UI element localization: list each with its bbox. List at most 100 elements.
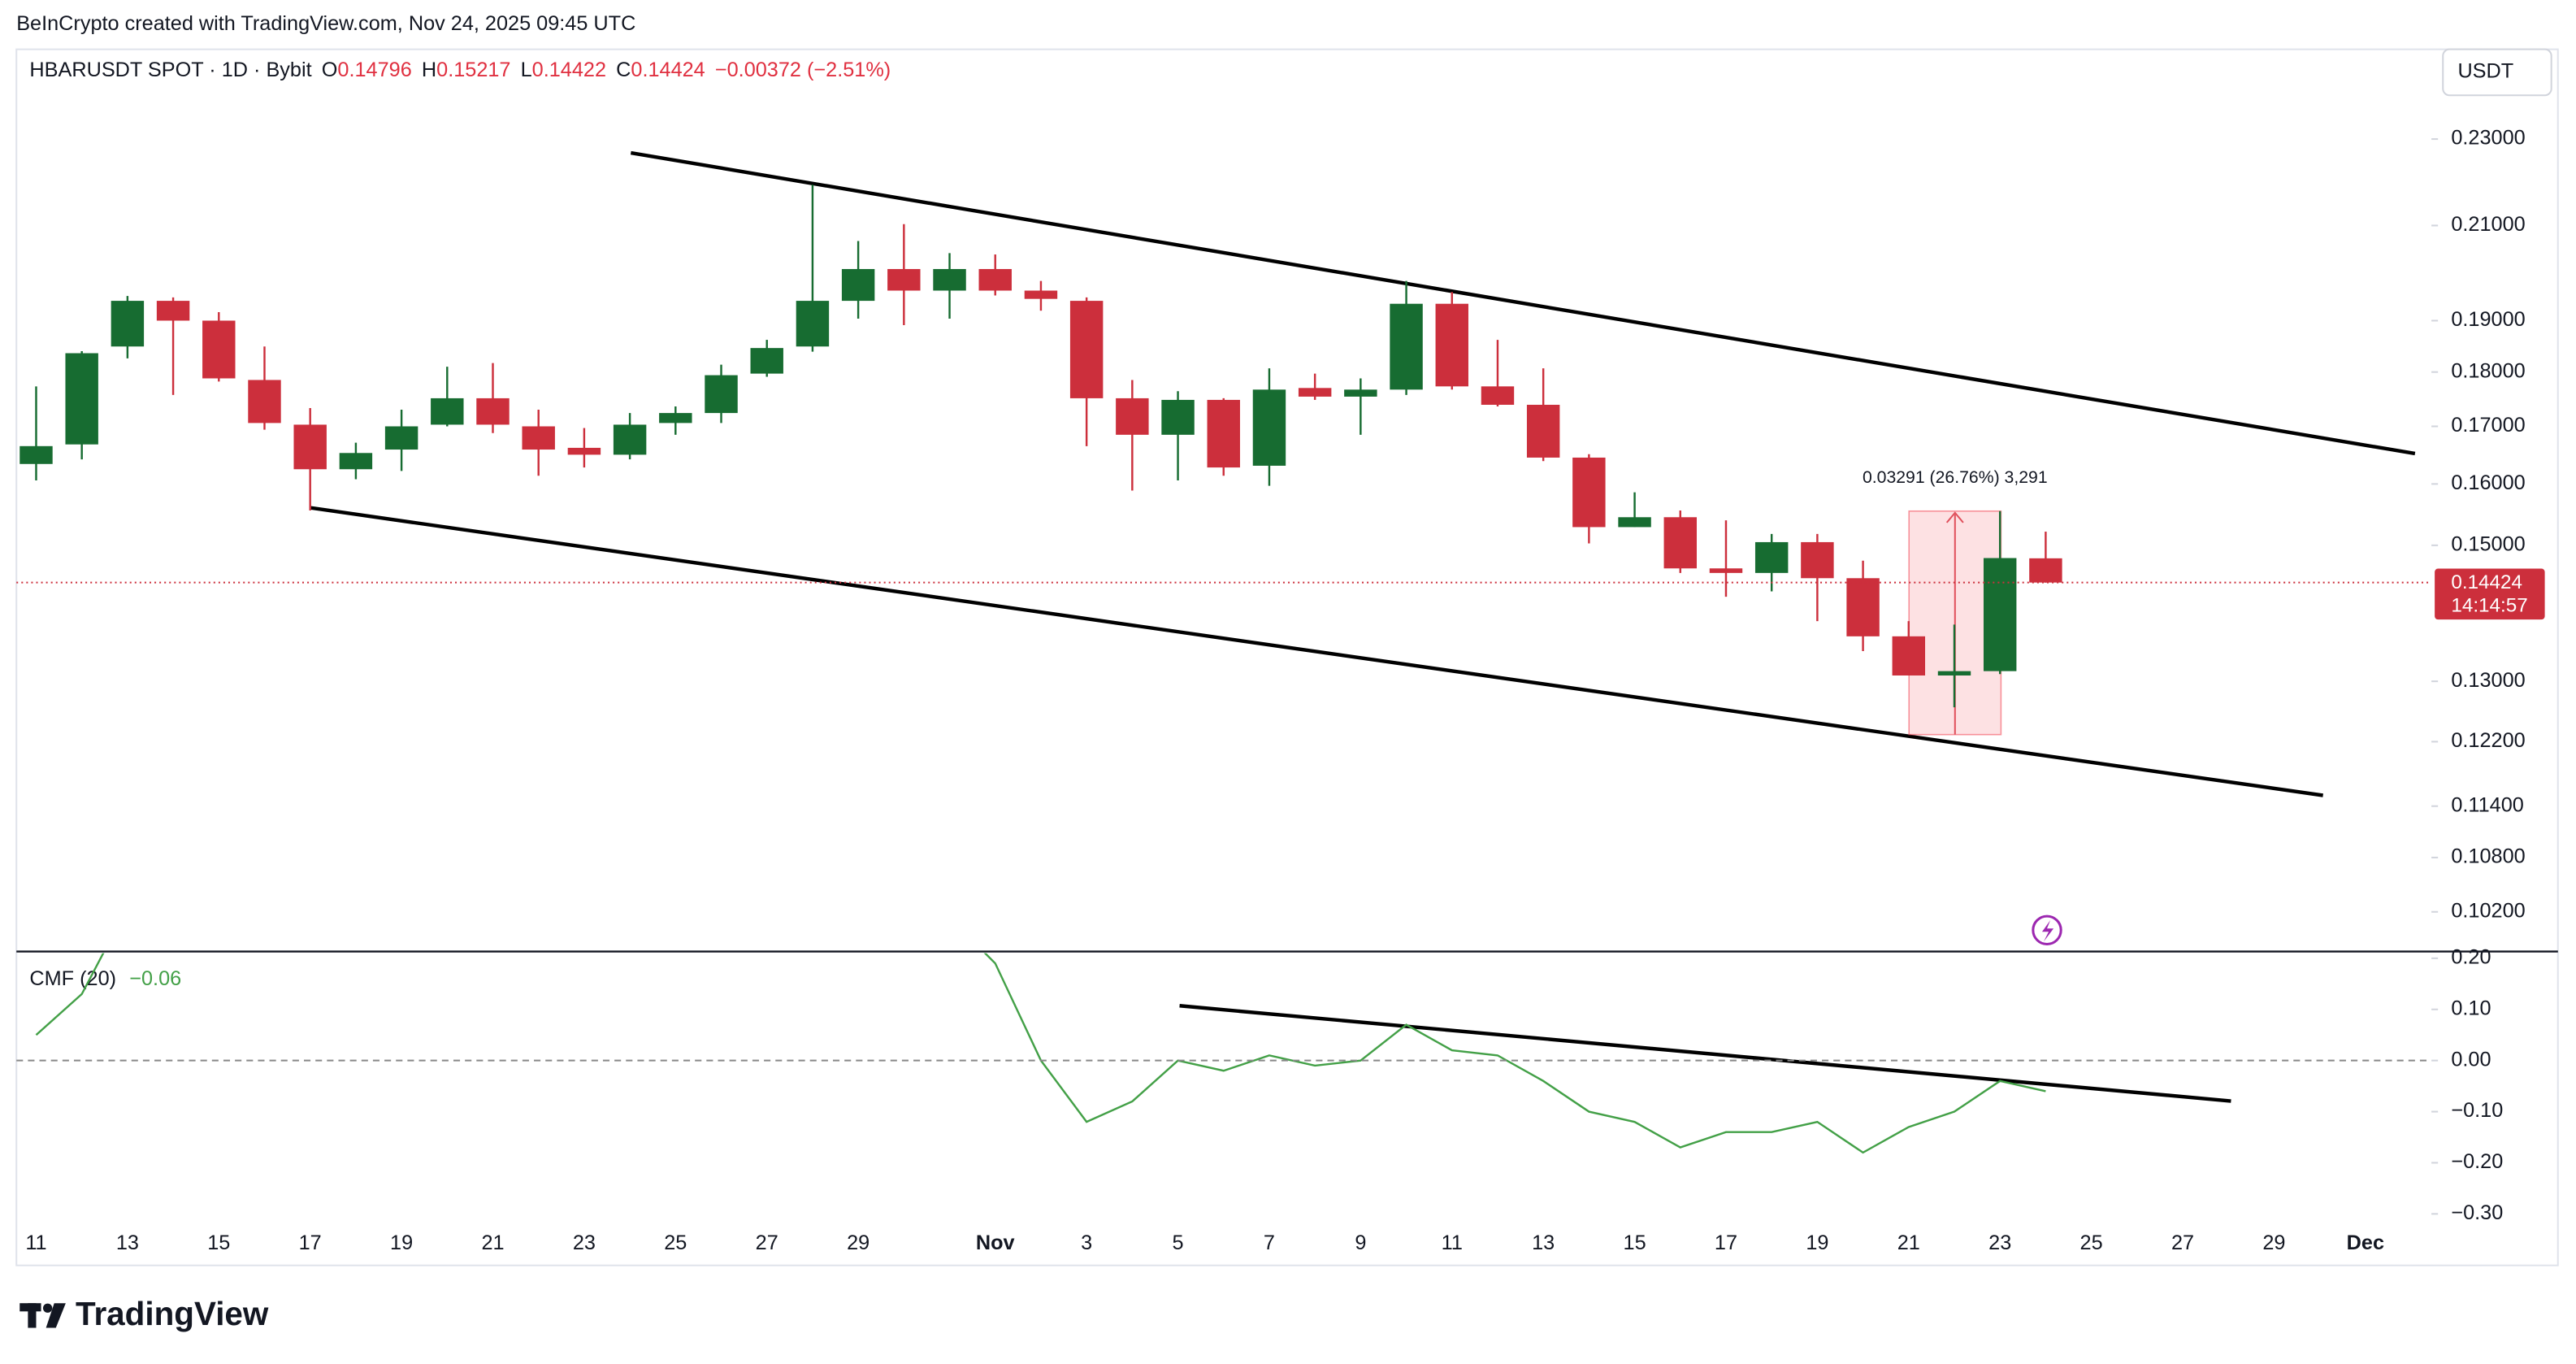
x-tick-label: 27 xyxy=(756,1232,778,1254)
price-tag xyxy=(2435,568,2545,620)
candle-body xyxy=(111,301,145,347)
y-tick-label: 0.00 xyxy=(2451,1048,2491,1071)
candle-body xyxy=(1344,389,1377,397)
trend-line xyxy=(1179,1004,2231,1103)
y-tick-label: 0.20 xyxy=(2451,946,2491,969)
x-tick-label: 19 xyxy=(1806,1232,1828,1254)
candle-body xyxy=(1207,399,1240,468)
candle-body xyxy=(1892,636,1926,675)
legend-letter: L xyxy=(521,59,532,81)
x-tick-label: 23 xyxy=(1988,1232,2011,1254)
candle-body xyxy=(1526,404,1560,458)
y-tick-label: 0.19000 xyxy=(2451,308,2525,331)
x-tick-label: 21 xyxy=(481,1232,504,1254)
currency[interactable]: USDT xyxy=(2457,60,2513,83)
x-tick-label: 5 xyxy=(1173,1232,1184,1254)
cmf-value: −0.06 xyxy=(129,967,181,990)
y-tick-label: 0.12200 xyxy=(2451,729,2525,752)
candle-body xyxy=(1069,301,1104,398)
candle-body xyxy=(522,426,555,450)
x-tick-label: 29 xyxy=(2262,1232,2285,1254)
x-tick-label: 17 xyxy=(1715,1232,1737,1254)
price-tag-countdown: 14:14:57 xyxy=(2451,594,2527,616)
candle-body xyxy=(1435,303,1468,387)
event-icon-bolt xyxy=(2041,920,2054,942)
candle-body xyxy=(1481,386,1515,405)
logo-part xyxy=(28,1303,37,1328)
candle-body xyxy=(841,268,875,302)
candle-body xyxy=(156,301,190,321)
candle-body xyxy=(1390,303,1423,390)
x-tick-label: 15 xyxy=(207,1232,230,1254)
x-tick-label: 11 xyxy=(25,1232,46,1254)
y-tick-label: −0.10 xyxy=(2451,1099,2503,1122)
x-tick-label: 9 xyxy=(1355,1232,1366,1254)
x-tick-label: 19 xyxy=(390,1232,413,1254)
x-tick-label: 3 xyxy=(1081,1232,1092,1254)
x-tick-label: 7 xyxy=(1264,1232,1275,1254)
x-tick-label: 25 xyxy=(2080,1232,2103,1254)
y-tick-label: 0.10800 xyxy=(2451,845,2525,868)
x-tick-label: 13 xyxy=(116,1232,139,1254)
candle-body xyxy=(1846,578,1880,636)
candle-body xyxy=(1618,517,1651,528)
x-tick-label: 15 xyxy=(1624,1232,1646,1254)
legend-letter: H xyxy=(422,59,436,81)
candle-body xyxy=(1116,397,1149,435)
y-tick-label: 0.10 xyxy=(2451,997,2491,1019)
candle-body xyxy=(339,453,373,470)
legend-letter: O xyxy=(322,59,338,81)
candle-body xyxy=(1937,671,1971,675)
candle-body xyxy=(248,380,281,424)
y-tick-label: 0.16000 xyxy=(2451,471,2525,494)
x-tick-label: 13 xyxy=(1532,1232,1555,1254)
y-tick-label: −0.30 xyxy=(2451,1201,2503,1224)
candle-body xyxy=(978,268,1012,291)
trend-line xyxy=(310,506,2323,797)
candle-body xyxy=(1024,290,1058,299)
candle-body xyxy=(796,301,830,347)
x-tick-label: 21 xyxy=(1897,1232,1920,1254)
candle-body xyxy=(1801,541,1834,579)
measure-label: 0.03291 (26.76%) 3,291 xyxy=(1863,468,2048,487)
x-tick-label: 29 xyxy=(847,1232,870,1254)
candle-body xyxy=(1252,389,1286,466)
candle-body xyxy=(1983,558,2017,671)
candle-body xyxy=(659,413,692,424)
logo-part xyxy=(46,1303,66,1328)
candle-body xyxy=(476,397,510,425)
y-tick-label: 0.11400 xyxy=(2451,793,2523,816)
candle-body xyxy=(750,348,783,374)
candle-body xyxy=(202,320,236,379)
candle-body xyxy=(431,397,464,425)
candle-body xyxy=(293,424,327,470)
candle-body xyxy=(613,424,647,455)
candle-body xyxy=(705,375,738,414)
y-tick-label: 0.18000 xyxy=(2451,359,2525,382)
candle-body xyxy=(1161,399,1195,435)
candle-body xyxy=(1663,517,1697,569)
measure-arrow-head xyxy=(1945,511,1964,523)
y-tick-label: 0.10200 xyxy=(2451,899,2525,922)
candle-body xyxy=(1709,568,1743,573)
x-tick-label: 17 xyxy=(299,1232,322,1254)
y-tick-label: 0.13000 xyxy=(2451,669,2525,692)
candle-body xyxy=(1754,541,1789,573)
cmf-legend: CMF (20) −0.06 xyxy=(29,967,181,990)
brand-logo xyxy=(20,1303,66,1328)
candle-body xyxy=(567,447,601,455)
x-tick-label: 11 xyxy=(1442,1232,1463,1254)
candle-body xyxy=(2029,558,2062,583)
y-tick-label: 0.21000 xyxy=(2451,213,2525,236)
legend-change: −0.00372 (−2.51%) xyxy=(715,59,891,81)
x-tick-label: Nov xyxy=(976,1232,1015,1254)
x-tick-label: 23 xyxy=(573,1232,596,1254)
candle-body xyxy=(933,268,966,291)
candle-body xyxy=(1298,388,1332,397)
candle-body xyxy=(20,445,53,464)
candles xyxy=(20,185,2062,708)
watermark: BeInCrypto created with TradingView.com,… xyxy=(16,12,635,35)
currency-button[interactable] xyxy=(2442,48,2552,97)
